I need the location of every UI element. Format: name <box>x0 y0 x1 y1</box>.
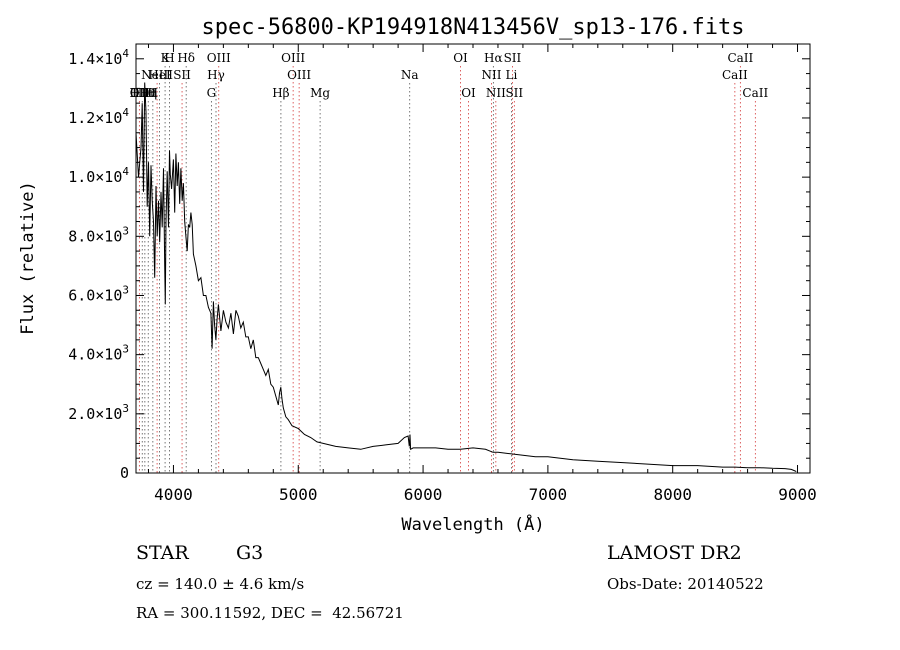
line-label-7: K <box>161 51 171 65</box>
line-label-19: OI <box>453 51 468 65</box>
y-axis-label: Flux (relative) <box>18 181 38 335</box>
line-label-12: Hγ <box>207 68 225 82</box>
line-label-3: Hη <box>139 86 157 100</box>
line-label-6: HeI <box>148 68 171 82</box>
y-tick-label: 1.2×104 <box>68 106 129 127</box>
y-tick-label: 0 <box>120 464 129 482</box>
y-tick-label: 1.4×104 <box>68 47 129 68</box>
coordinates-text: RA = 300.11592, DEC = 42.56721 <box>136 604 404 622</box>
plot-frame <box>135 43 811 474</box>
line-label-27: CaII <box>722 68 748 82</box>
obs-date-text: Obs-Date: 20140522 <box>607 575 764 593</box>
line-label-22: Hα <box>484 51 503 65</box>
x-tick-label: 6000 <box>404 485 443 504</box>
x-tick-label: 5000 <box>279 485 318 504</box>
line-label-24: Li <box>506 68 518 82</box>
y-tick-label: 1.0×104 <box>68 165 129 186</box>
y-tick-label: 6.0×103 <box>68 283 129 304</box>
line-label-26: SII <box>505 86 523 100</box>
line-label-29: CaII <box>742 86 768 100</box>
y-tick-label: 4.0×103 <box>68 343 129 364</box>
y-tick-label: 2.0×103 <box>68 402 129 423</box>
line-label-9: SII <box>173 68 191 82</box>
spectrum-line <box>135 82 797 472</box>
y-axis: 0 2.0×103 4.0×103 6.0×103 8.0×103 1.0×104 1.2×… <box>68 47 810 482</box>
line-label-21: NII <box>481 68 501 82</box>
line-label-14: Hβ <box>272 86 289 100</box>
object-subclass: G3 <box>236 542 264 564</box>
spectral-line-labels: OIIH10H11HηHNeIIIHeIKHSIIHδGHγOIIIHβOIII… <box>129 51 768 100</box>
line-label-11: G <box>207 86 217 100</box>
object-class: STAR <box>136 542 189 564</box>
redshift-text: cz = 140.0 ± 4.6 km/s <box>136 575 305 593</box>
line-label-4: H <box>148 86 158 100</box>
survey-name: LAMOST DR2 <box>607 542 742 564</box>
line-label-16: OIII <box>287 68 311 82</box>
line-label-17: Mg <box>310 86 330 100</box>
x-tick-label: 8000 <box>653 485 692 504</box>
line-label-25: SII <box>504 51 522 65</box>
chart-title: spec-56800-KP194918N413456V_sp13-176.fit… <box>201 15 744 40</box>
x-tick-label: 7000 <box>529 485 568 504</box>
line-label-10: Hδ <box>177 51 195 65</box>
spectral-line-markers <box>138 66 756 473</box>
line-label-20: OI <box>461 86 476 100</box>
x-tick-label: 9000 <box>778 485 817 504</box>
x-axis: 4000 5000 6000 7000 8000 9000 <box>147 44 817 504</box>
x-axis-label: Wavelength (Å) <box>401 513 544 535</box>
y-tick-label: 8.0×103 <box>68 224 129 245</box>
line-label-15: OIII <box>281 51 305 65</box>
line-label-5: NeIII <box>141 68 173 82</box>
line-label-23: NII <box>486 86 506 100</box>
line-label-13: OIII <box>207 51 231 65</box>
line-label-18: Na <box>401 68 419 82</box>
line-label-28: CaII <box>727 51 753 65</box>
line-label-8: H <box>164 51 174 65</box>
x-tick-label: 4000 <box>154 485 193 504</box>
